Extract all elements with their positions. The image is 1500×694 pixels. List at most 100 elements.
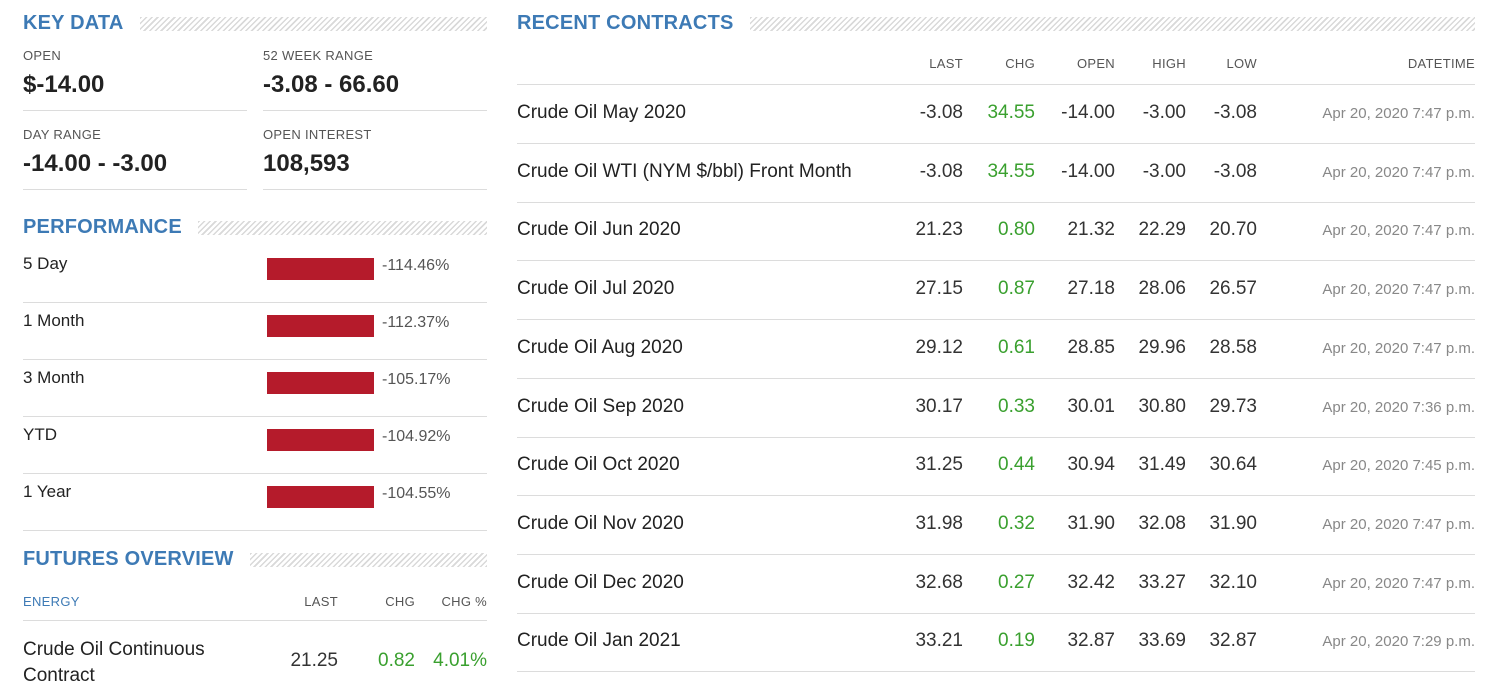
performance-value: -104.55% (382, 485, 451, 502)
contract-row: Crude Oil Dec 2020 32.68 0.27 32.42 33.27 32.… (517, 555, 1475, 614)
divider (23, 110, 247, 111)
contract-name-link[interactable]: Crude Oil Jun 2020 (517, 219, 681, 241)
open-stat: OPEN $-14.00 (23, 48, 104, 99)
key-data-title: KEY DATA (23, 12, 487, 35)
day-range-value: -14.00 - -3.00 (23, 150, 168, 177)
performance-bar (267, 429, 374, 451)
chg-column-header: CHG (1005, 56, 1035, 71)
recent-contracts-title-text: RECENT CONTRACTS (517, 12, 734, 34)
divider (263, 189, 487, 190)
performance-bar (267, 372, 374, 394)
performance-bar (267, 258, 374, 280)
contract-datetime: Apr 20, 2020 7:45 p.m. (1322, 457, 1475, 475)
contract-row: Crude Oil May 2020 -3.08 34.55 -14.00 -3.00 -… (517, 85, 1475, 144)
contract-high: 31.49 (1138, 454, 1186, 476)
contract-chg: 0.44 (998, 454, 1035, 476)
contract-name-link[interactable]: Crude Oil Dec 2020 (517, 571, 684, 593)
contract-row: Crude Oil Jun 2020 21.23 0.80 21.32 22.29 20.… (517, 202, 1475, 262)
contract-open: 27.18 (1067, 278, 1115, 300)
contract-low: 32.10 (1209, 571, 1257, 593)
contract-open: 30.01 (1067, 395, 1115, 417)
contract-chg: 0.87 (998, 278, 1035, 300)
futures-last: 21.25 (290, 650, 338, 671)
contract-last: 27.15 (915, 278, 963, 300)
contract-row: Crude Oil WTI (NYM $/bbl) Front Month -3.… (517, 144, 1475, 203)
contract-low: 26.57 (1209, 278, 1257, 300)
contract-datetime: Apr 20, 2020 7:36 p.m. (1322, 398, 1475, 416)
contract-high: 32.08 (1138, 512, 1186, 534)
contract-datetime: Apr 20, 2020 7:47 p.m. (1322, 105, 1475, 122)
divider (23, 620, 487, 621)
title-divider (197, 220, 487, 235)
contract-name-link[interactable]: Crude Oil WTI (NYM $/bbl) Front Month (517, 160, 852, 182)
chg-column-header: CHG (385, 594, 415, 609)
high-column-header: HIGH (1152, 56, 1186, 71)
contract-low: 31.90 (1209, 512, 1257, 534)
performance-title-text: PERFORMANCE (23, 216, 182, 238)
contract-low: 30.64 (1209, 454, 1257, 476)
day-range-stat: DAY RANGE -14.00 - -3.00 (23, 127, 167, 178)
contract-datetime: Apr 20, 2020 7:47 p.m. (1322, 163, 1475, 181)
energy-column-header: ENERGY (23, 594, 80, 609)
contract-name-link[interactable]: Crude Oil Sep 2020 (517, 395, 684, 417)
contract-last: 31.98 (915, 512, 963, 534)
contract-last: -3.08 (919, 160, 963, 182)
contract-last: 30.17 (915, 395, 963, 417)
performance-bar (267, 486, 374, 508)
contract-low: 32.87 (1209, 630, 1257, 652)
performance-period: 1 Month (23, 311, 85, 330)
open-interest-value: 108,593 (263, 150, 350, 177)
contract-high: -3.00 (1142, 102, 1186, 123)
performance-value: -114.46% (382, 257, 450, 274)
contract-datetime: Apr 20, 2020 7:47 p.m. (1322, 574, 1475, 592)
contract-name-link[interactable]: Crude Oil Jan 2021 (517, 630, 681, 652)
futures-chg: 0.82 (378, 650, 415, 671)
contract-low: -3.08 (1213, 102, 1257, 123)
open-column-header: OPEN (1076, 56, 1115, 71)
performance-bar (267, 315, 374, 337)
contract-last: 29.12 (915, 336, 963, 358)
futures-chg-pct: 4.01% (433, 650, 487, 671)
low-column-header: LOW (1226, 56, 1257, 71)
futures-overview-title: FUTURES OVERVIEW (23, 548, 487, 571)
contract-datetime: Apr 20, 2020 7:47 p.m. (1322, 515, 1475, 533)
range52-label: 52 WEEK RANGE (263, 48, 374, 63)
contract-datetime: Apr 20, 2020 7:29 p.m. (1322, 633, 1475, 651)
performance-row: 3 Month -105.17% (23, 360, 487, 417)
contract-name-link[interactable]: Crude Oil Jul 2020 (517, 278, 675, 300)
contract-row: Crude Oil Jan 2021 33.21 0.19 32.87 33.69 32.… (517, 613, 1475, 673)
contract-last: 32.68 (915, 571, 963, 593)
day-range-label: DAY RANGE (23, 127, 102, 142)
contract-high: 29.96 (1138, 336, 1186, 358)
performance-row: 5 Day -114.46% (23, 246, 487, 303)
performance-value: -112.37% (382, 314, 450, 331)
contract-chg: 0.27 (998, 571, 1035, 593)
contract-chg: 34.55 (987, 102, 1035, 123)
performance-value: -104.92% (382, 428, 451, 445)
contract-name-link[interactable]: Crude Oil Nov 2020 (517, 512, 684, 534)
contract-open: -14.00 (1061, 102, 1115, 123)
contract-high: -3.00 (1142, 160, 1186, 182)
recent-contracts-title: RECENT CONTRACTS (517, 12, 1475, 35)
contract-name-link[interactable]: Crude Oil Oct 2020 (517, 454, 680, 476)
contract-chg: 0.61 (998, 336, 1035, 358)
key-data-title-text: KEY DATA (23, 12, 124, 34)
title-divider (249, 552, 487, 567)
title-divider (139, 16, 487, 31)
futures-contract-link[interactable]: Crude Oil Continuous Contract (23, 639, 205, 686)
performance-row: 1 Year -104.55% (23, 474, 487, 531)
contract-name-link[interactable]: Crude Oil May 2020 (517, 102, 686, 123)
chg-pct-column-header: CHG % (441, 594, 487, 609)
open-label: OPEN (23, 48, 62, 63)
contract-name-link[interactable]: Crude Oil Aug 2020 (517, 336, 683, 358)
open-interest-label: OPEN INTEREST (263, 127, 372, 142)
contract-datetime: Apr 20, 2020 7:47 p.m. (1322, 339, 1475, 357)
contract-low: 20.70 (1209, 219, 1257, 241)
divider (517, 84, 1475, 85)
performance-title: PERFORMANCE (23, 216, 487, 239)
contract-last: 21.23 (915, 219, 963, 241)
contract-open: -14.00 (1061, 160, 1115, 182)
contract-last: -3.08 (919, 102, 963, 123)
contract-chg: 0.32 (998, 512, 1035, 534)
contract-high: 33.69 (1138, 630, 1186, 652)
